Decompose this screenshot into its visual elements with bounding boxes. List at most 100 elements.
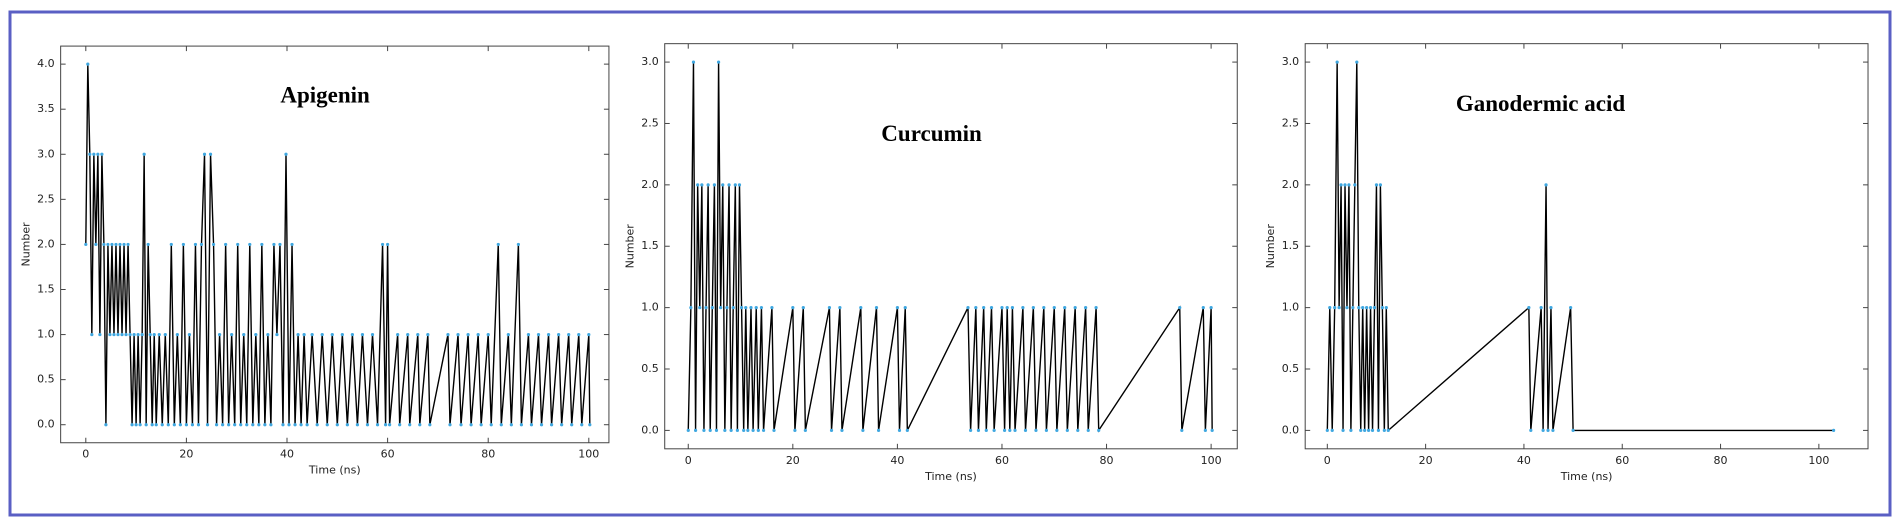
data-point: [181, 242, 185, 247]
data-point: [516, 242, 520, 247]
y-tick-label: 0.0: [641, 423, 659, 436]
data-point: [739, 306, 744, 310]
data-point: [698, 306, 702, 310]
data-point: [102, 242, 106, 247]
y-tick-label: 1.0: [641, 301, 659, 314]
data-point: [1333, 306, 1337, 310]
data-point: [383, 423, 388, 427]
data-point: [96, 152, 100, 156]
data-point: [840, 428, 844, 432]
data-point: [1055, 428, 1059, 432]
data-point: [175, 332, 179, 337]
data-point: [284, 152, 288, 156]
data-point: [1345, 306, 1349, 310]
x-axis-label: Time (ns): [308, 464, 361, 477]
data-point: [712, 183, 716, 187]
data-point: [248, 242, 252, 247]
data-point: [290, 242, 294, 247]
data-point: [146, 242, 150, 247]
data-point: [1541, 428, 1545, 432]
data-point: [1361, 306, 1365, 310]
data-point: [1084, 306, 1088, 310]
data-point: [157, 332, 161, 337]
data-point: [360, 332, 365, 337]
x-tick-label: 0: [1324, 454, 1331, 467]
data-point: [1010, 306, 1015, 310]
data-point: [1370, 428, 1375, 432]
data-point: [509, 423, 513, 427]
y-tick-label: 4.0: [37, 57, 55, 70]
data-point: [184, 423, 189, 427]
data-point: [989, 306, 994, 310]
x-tick-label: 60: [381, 448, 395, 461]
data-point: [90, 332, 94, 337]
data-point: [1378, 183, 1382, 187]
data-point: [731, 306, 735, 310]
data-point: [1042, 306, 1046, 310]
data-point: [118, 242, 122, 247]
data-point: [984, 428, 988, 432]
y-tick-label: 3.5: [37, 102, 55, 115]
data-point: [202, 152, 207, 156]
y-tick-label: 1.5: [37, 282, 55, 295]
data-point: [704, 306, 708, 310]
data-point: [122, 242, 126, 247]
data-point: [1335, 60, 1339, 64]
data-point: [1052, 306, 1056, 310]
data-point: [178, 423, 182, 427]
data-point: [759, 306, 764, 310]
data-point: [772, 428, 776, 432]
data-point: [1005, 306, 1009, 310]
data-point: [142, 152, 146, 156]
data-point: [992, 428, 996, 432]
data-point: [116, 332, 120, 337]
data-point: [546, 332, 551, 337]
data-point: [1094, 306, 1098, 310]
data-point: [742, 428, 746, 432]
data-point: [557, 332, 561, 337]
data-point: [230, 332, 234, 337]
y-tick-label: 1.5: [641, 239, 659, 252]
plot-area: [664, 43, 1238, 450]
data-point: [756, 428, 760, 432]
data-point: [1023, 428, 1028, 432]
x-axis-label: Time (ns): [1560, 470, 1613, 483]
data-point: [874, 306, 879, 310]
data-point: [580, 423, 584, 427]
data-point: [152, 332, 156, 337]
data-point: [567, 332, 571, 337]
x-tick-label: 40: [890, 454, 904, 467]
data-point: [526, 332, 531, 337]
y-tick-label: 1.0: [1282, 301, 1300, 314]
data-point: [1349, 428, 1353, 432]
data-point: [355, 423, 360, 427]
data-point: [560, 423, 564, 427]
data-point: [691, 60, 696, 64]
chart-title: Apigenin: [280, 82, 370, 107]
data-point: [1210, 428, 1214, 432]
data-point: [876, 428, 881, 432]
data-point: [827, 306, 832, 310]
data-point: [895, 306, 899, 310]
data-point: [104, 423, 108, 427]
data-point: [479, 423, 483, 427]
data-point: [106, 242, 110, 247]
data-point: [536, 332, 541, 337]
data-point: [160, 423, 164, 427]
data-point: [770, 306, 774, 310]
data-point: [1347, 183, 1351, 187]
data-point: [761, 428, 766, 432]
data-point: [130, 423, 134, 427]
data-point: [499, 423, 503, 427]
x-tick-label: 40: [1517, 454, 1531, 467]
data-point: [365, 423, 370, 427]
data-point: [266, 332, 270, 337]
data-point: [1355, 60, 1359, 64]
chart-title: Curcumin: [881, 121, 982, 146]
data-point: [325, 423, 329, 427]
data-point: [1203, 428, 1207, 432]
data-point: [428, 423, 432, 427]
y-tick-label: 2.5: [37, 192, 55, 205]
data-point: [166, 423, 170, 427]
